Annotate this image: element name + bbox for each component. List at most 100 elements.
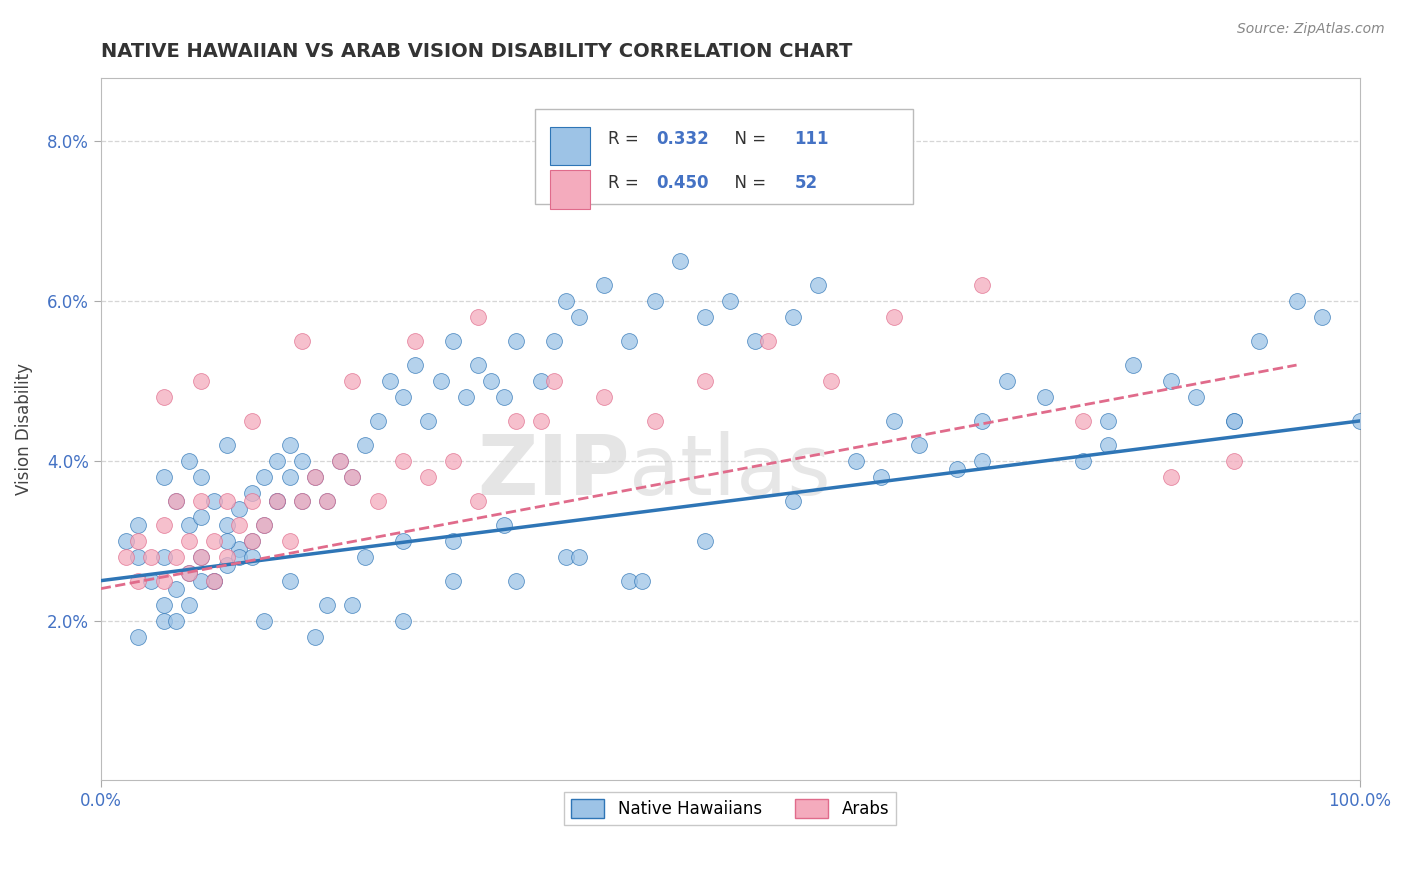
Text: 0.450: 0.450 (655, 174, 709, 192)
Point (883, 414, 905, 428)
Point (278, 574, 301, 588)
Point (441, 533, 464, 548)
Point (391, 454, 413, 468)
Point (568, 310, 591, 325)
Point (215, 558, 238, 572)
Point (127, 533, 149, 548)
Point (152, 598, 174, 612)
Point (1160, 470, 1182, 484)
Point (316, 598, 339, 612)
Point (190, 509, 212, 524)
Point (391, 390, 413, 404)
Point (995, 374, 1018, 388)
Point (756, 334, 779, 348)
Point (441, 574, 464, 588)
Point (970, 454, 993, 468)
Point (1033, 390, 1056, 404)
Point (342, 470, 364, 484)
Point (1222, 414, 1244, 428)
Point (316, 493, 339, 508)
Point (240, 485, 263, 500)
Point (782, 310, 804, 325)
Point (416, 414, 439, 428)
Point (316, 493, 339, 508)
Text: 0.332: 0.332 (655, 130, 709, 148)
Point (115, 549, 138, 564)
Point (152, 614, 174, 628)
Point (240, 533, 263, 548)
Point (139, 549, 162, 564)
Point (190, 493, 212, 508)
Point (152, 574, 174, 588)
Point (304, 470, 326, 484)
Point (177, 454, 200, 468)
Point (718, 294, 741, 309)
Point (543, 334, 565, 348)
Point (215, 517, 238, 532)
Point (1097, 438, 1119, 452)
Text: 52: 52 (794, 174, 817, 192)
Point (240, 549, 263, 564)
Text: 111: 111 (794, 130, 828, 148)
Point (1071, 414, 1094, 428)
Point (342, 598, 364, 612)
Point (479, 374, 502, 388)
FancyBboxPatch shape (534, 109, 912, 204)
Point (505, 334, 527, 348)
Point (215, 493, 238, 508)
Point (391, 533, 413, 548)
Point (127, 630, 149, 644)
Point (228, 517, 250, 532)
Point (342, 374, 364, 388)
Point (165, 493, 187, 508)
Point (1222, 454, 1244, 468)
Point (1071, 454, 1094, 468)
Text: ZIP: ZIP (477, 431, 630, 512)
Point (152, 390, 174, 404)
Point (367, 414, 389, 428)
Point (644, 294, 666, 309)
Point (644, 414, 666, 428)
Point (1285, 294, 1308, 309)
Point (807, 278, 830, 293)
Point (380, 374, 402, 388)
Point (1185, 390, 1208, 404)
Point (202, 493, 225, 508)
Point (467, 358, 489, 372)
Point (1348, 414, 1371, 428)
Point (291, 454, 314, 468)
Point (492, 390, 515, 404)
Point (177, 566, 200, 580)
Point (202, 533, 225, 548)
Point (619, 574, 641, 588)
Point (266, 493, 288, 508)
Point (555, 549, 578, 564)
Text: R =: R = (607, 130, 644, 148)
Point (1222, 414, 1244, 428)
Point (240, 493, 263, 508)
Point (1160, 374, 1182, 388)
Point (152, 549, 174, 564)
Point (165, 614, 187, 628)
Point (152, 470, 174, 484)
Point (492, 517, 515, 532)
Point (304, 630, 326, 644)
Text: Source: ZipAtlas.com: Source: ZipAtlas.com (1237, 22, 1385, 37)
Point (202, 574, 225, 588)
Point (190, 574, 212, 588)
Point (228, 501, 250, 516)
Point (883, 310, 905, 325)
Point (127, 574, 149, 588)
Point (693, 310, 716, 325)
Point (367, 493, 389, 508)
Point (253, 517, 276, 532)
Point (505, 414, 527, 428)
Point (240, 533, 263, 548)
Legend: Native Hawaiians, Arabs: Native Hawaiians, Arabs (564, 792, 896, 825)
Point (278, 470, 301, 484)
Point (593, 278, 616, 293)
Point (278, 533, 301, 548)
Point (165, 549, 187, 564)
Point (115, 533, 138, 548)
Point (1122, 358, 1144, 372)
